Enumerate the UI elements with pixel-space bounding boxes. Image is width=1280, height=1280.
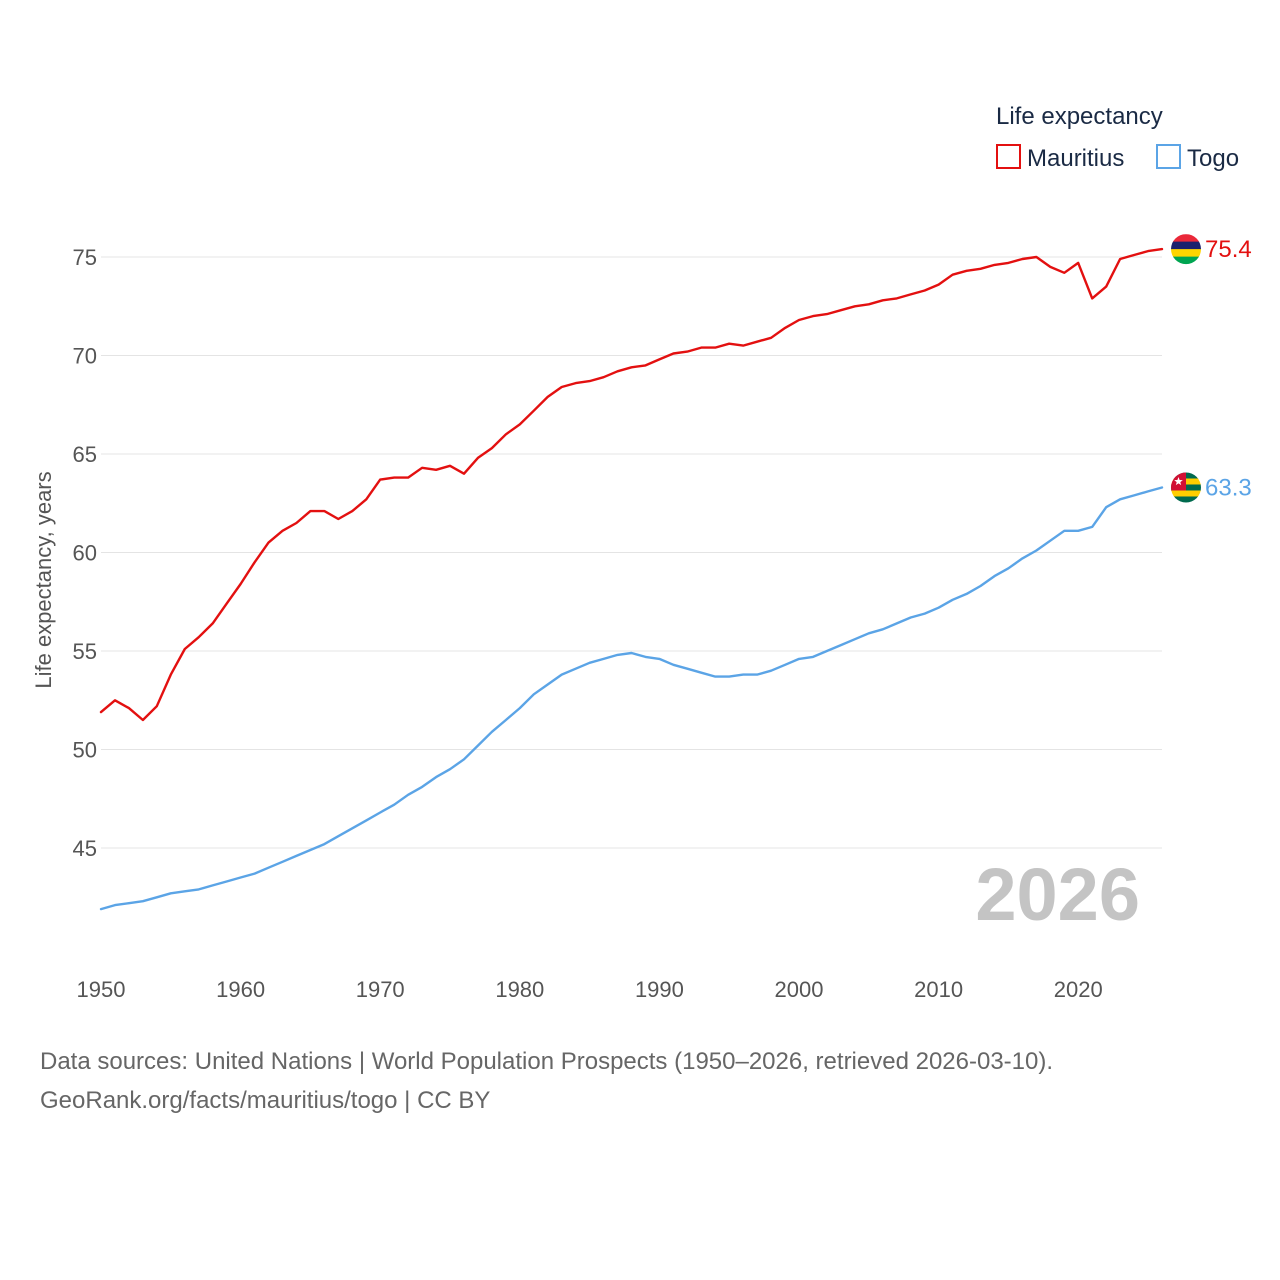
x-tick-label: 1980 [495, 977, 544, 1002]
legend-item-mauritius[interactable]: Mauritius [996, 144, 1124, 172]
legend-swatch-togo [1156, 144, 1181, 169]
y-tick-label: 50 [73, 738, 97, 763]
y-tick-label: 75 [73, 245, 97, 270]
legend-swatch-mauritius [996, 144, 1021, 169]
x-axis-ticks: 1950 1960 1970 1980 1990 2000 2010 2020 [77, 977, 1103, 1002]
y-axis-ticks: 45 50 55 60 65 70 75 [73, 245, 97, 861]
x-tick-label: 1960 [216, 977, 265, 1002]
end-labels: 75.4 63.3 [1171, 234, 1252, 503]
gridlines [101, 256, 1162, 849]
y-tick-label: 60 [73, 541, 97, 566]
year-watermark: 2026 [975, 853, 1140, 936]
end-value-label-mauritius: 75.4 [1205, 236, 1252, 263]
y-tick-label: 65 [73, 442, 97, 467]
legend: Life expectancy Mauritius Togo [996, 103, 1239, 172]
y-tick-label: 55 [73, 639, 97, 664]
credit-line[interactable]: GeoRank.org/facts/mauritius/togo | CC BY [40, 1087, 491, 1114]
x-tick-label: 1950 [77, 977, 126, 1002]
data-source-note: Data sources: United Nations | World Pop… [40, 1042, 1053, 1120]
series-line-togo[interactable] [99, 486, 1164, 911]
x-tick-label: 2010 [914, 977, 963, 1002]
x-tick-label: 1970 [356, 977, 405, 1002]
x-tick-label: 2000 [775, 977, 824, 1002]
legend-label-togo: Togo [1187, 145, 1239, 172]
series-line-mauritius[interactable] [99, 247, 1164, 722]
y-axis-title: Life expectancy, years [31, 471, 56, 688]
y-tick-label: 70 [73, 344, 97, 369]
legend-label-mauritius: Mauritius [1027, 145, 1124, 172]
source-line: Data sources: United Nations | World Pop… [40, 1048, 1054, 1075]
x-tick-label: 1990 [635, 977, 684, 1002]
legend-item-togo[interactable]: Togo [1156, 144, 1239, 172]
togo-flag-icon [1171, 472, 1201, 503]
end-value-label-togo: 63.3 [1205, 474, 1252, 501]
y-tick-label: 45 [73, 836, 97, 861]
mauritius-flag-icon [1171, 234, 1201, 265]
series-lines [99, 247, 1164, 911]
legend-title: Life expectancy [996, 103, 1163, 130]
x-tick-label: 2020 [1054, 977, 1103, 1002]
